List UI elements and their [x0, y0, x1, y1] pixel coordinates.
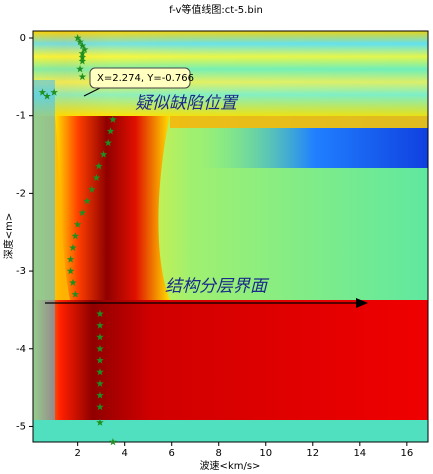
x-tick-label: 4: [122, 448, 128, 459]
annotation-text: 疑似缺陷位置: [135, 94, 239, 114]
star-marker: [38, 88, 47, 96]
x-tick-label: 12: [306, 448, 319, 459]
star-marker: [69, 278, 77, 286]
x-tick-label: 2: [74, 448, 80, 459]
star-marker: [96, 403, 104, 411]
star-marker: [92, 173, 101, 182]
star-marker: [78, 57, 87, 65]
star-marker: [83, 197, 91, 205]
star-marker: [99, 150, 108, 158]
chart-title: f-v等值线图:ct-5.bin: [169, 3, 263, 16]
star-marker: [96, 391, 104, 399]
star-marker: [66, 255, 75, 263]
star-marker: [96, 368, 104, 376]
star-marker: [96, 379, 104, 387]
x-tick-label: 10: [259, 448, 272, 459]
x-tick-label: 14: [353, 448, 366, 459]
y-tick-label: -2: [16, 188, 26, 199]
layer-arrowhead: [356, 298, 368, 308]
star-marker: [80, 45, 89, 53]
y-tick-label: -1: [16, 111, 26, 122]
star-marker: [50, 88, 58, 96]
star-marker: [76, 65, 84, 73]
star-marker: [73, 220, 82, 228]
star-marker: [96, 344, 104, 352]
star-marker: [96, 321, 104, 329]
star-marker: [43, 92, 51, 100]
annotation-text: X=2.274, Y=-0.766: [97, 73, 194, 84]
star-marker: [109, 115, 117, 123]
x-tick-label: 16: [400, 448, 413, 459]
annotation-arrow: [83, 87, 101, 97]
star-marker: [78, 49, 87, 57]
star-marker: [104, 138, 112, 147]
star-marker: [96, 333, 104, 341]
y-tick-label: -3: [16, 266, 26, 277]
star-marker: [96, 418, 104, 426]
y-axis-label: 深度<m>: [2, 213, 15, 260]
star-marker: [73, 34, 82, 42]
star-marker: [95, 162, 103, 170]
y-tick-label: -4: [16, 344, 26, 355]
star-marker: [66, 267, 75, 275]
star-marker: [88, 185, 96, 193]
x-tick-label: 6: [169, 448, 175, 459]
x-tick-label: 8: [216, 448, 222, 459]
star-marker: [109, 438, 117, 446]
star-marker: [71, 290, 80, 298]
star-marker: [78, 41, 87, 49]
star-marker: [71, 232, 80, 240]
plot-frame: [32, 30, 429, 443]
star-marker: [69, 243, 77, 251]
star-marker: [106, 127, 115, 135]
star-marker: [78, 53, 87, 61]
y-tick-label: 0: [20, 33, 26, 44]
star-marker: [96, 309, 104, 317]
star-marker: [78, 208, 87, 216]
star-marker: [96, 356, 104, 364]
annotation-text: 结构分层界面: [165, 277, 270, 297]
star-marker: [76, 37, 84, 46]
annotation-box: [89, 67, 191, 89]
x-axis-label: 波速<km/s>: [200, 459, 261, 472]
star-marker: [78, 72, 87, 81]
y-tick-label: -5: [16, 421, 26, 432]
